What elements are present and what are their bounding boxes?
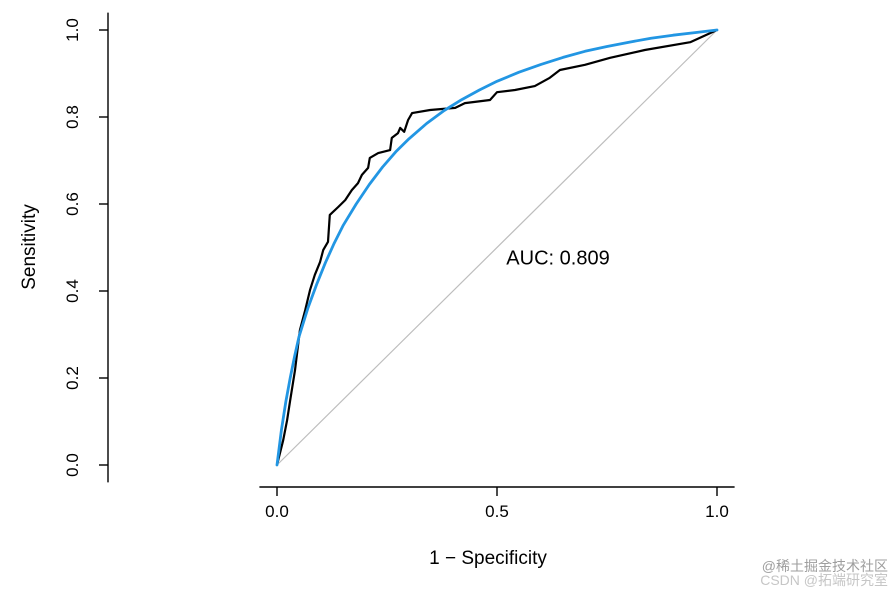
smoothed-roc-curve (275, 28, 719, 467)
y-tick-label: 0.8 (63, 105, 82, 129)
watermark-juejin: @稀土掘金技术社区 (761, 558, 888, 574)
x-tick-label: 0.0 (265, 502, 289, 521)
x-axis-title: 1 − Specificity (429, 548, 547, 569)
x-tick-label: 0.5 (485, 502, 509, 521)
empirical-roc-curve (275, 28, 719, 467)
auc-annotation: AUC: 0.809 (506, 247, 610, 270)
y-tick-label: 0.2 (63, 366, 82, 390)
chance-diagonal-line (276, 29, 718, 466)
y-tick-label: 0.6 (63, 192, 82, 216)
y-tick-label: 0.0 (63, 453, 82, 477)
y-tick-label: 1.0 (63, 18, 82, 42)
y-tick-label: 0.4 (63, 279, 82, 303)
y-axis-title: Sensitivity (19, 204, 40, 290)
watermark-csdn: CSDN @拓端研究室 (760, 572, 888, 588)
x-tick-label: 1.0 (705, 502, 729, 521)
